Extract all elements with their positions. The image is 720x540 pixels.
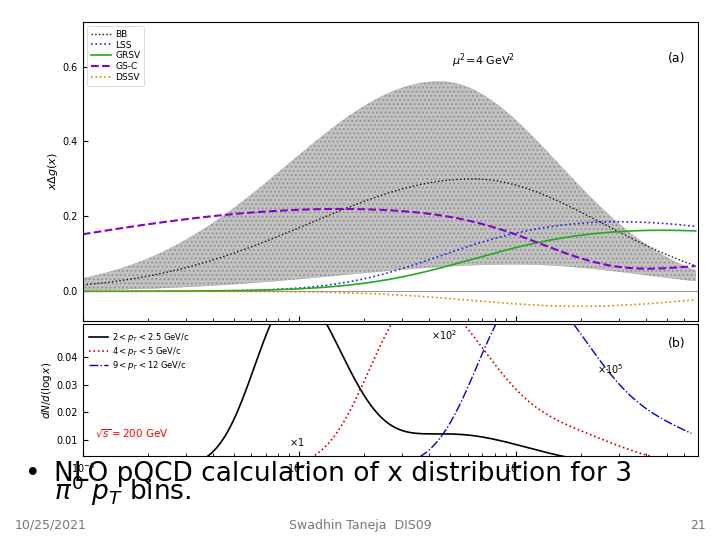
DSSV xyxy=(369,291,378,297)
Text: $\mu^2\!=\!4\ \mathrm{GeV}^2$: $\mu^2\!=\!4\ \mathrm{GeV}^2$ xyxy=(452,51,516,70)
GRSV xyxy=(410,271,419,278)
GS-C xyxy=(78,231,87,238)
$9<p_T<12$ GeV/c xyxy=(441,428,449,434)
GRSV xyxy=(78,288,87,294)
BB xyxy=(410,183,419,189)
$9<p_T<12$ GeV/c xyxy=(408,457,416,464)
$9<p_T<12$ GeV/c xyxy=(367,464,376,470)
Line: GRSV: GRSV xyxy=(83,230,696,291)
Text: (a): (a) xyxy=(667,51,685,65)
$9<p_T<12$ GeV/c xyxy=(579,334,588,340)
$4<p_T<5$ GeV/c xyxy=(78,464,87,470)
BB xyxy=(444,177,452,184)
Text: $\sqrt{s}=200\ \mathrm{GeV}$: $\sqrt{s}=200\ \mathrm{GeV}$ xyxy=(95,428,169,441)
BB xyxy=(373,193,382,200)
$4<p_T<5$ GeV/c xyxy=(442,303,451,309)
$2<p_T<2.5$ GeV/c xyxy=(442,430,451,437)
LSS xyxy=(691,223,700,230)
LSS xyxy=(373,272,382,279)
Line: BB: BB xyxy=(83,179,696,285)
$9<p_T<12$ GeV/c xyxy=(687,430,696,437)
$4<p_T<5$ GeV/c xyxy=(420,293,428,299)
$2<p_T<2.5$ GeV/c xyxy=(78,464,87,470)
$2<p_T<2.5$ GeV/c xyxy=(369,405,377,411)
LSS xyxy=(615,219,624,225)
$9<p_T<12$ GeV/c xyxy=(372,464,380,470)
DSSV xyxy=(691,296,700,303)
Y-axis label: $x\Delta g(x)$: $x\Delta g(x)$ xyxy=(46,152,60,191)
Line: DSSV: DSSV xyxy=(83,292,696,306)
Legend: BB, LSS, GRSV, GS-C, DSSV: BB, LSS, GRSV, GS-C, DSSV xyxy=(87,26,144,85)
GS-C xyxy=(444,213,453,220)
$2<p_T<2.5$ GeV/c xyxy=(674,464,683,470)
GS-C xyxy=(374,206,383,213)
$4<p_T<5$ GeV/c xyxy=(687,461,696,467)
GS-C xyxy=(679,264,688,270)
LSS xyxy=(369,273,378,280)
GS-C xyxy=(691,263,700,269)
BB xyxy=(468,176,477,182)
DSSV xyxy=(582,303,590,309)
$2<p_T<2.5$ GeV/c xyxy=(409,430,418,436)
Text: •: • xyxy=(25,461,41,487)
LSS xyxy=(444,250,452,256)
$4<p_T<5$ GeV/c xyxy=(367,361,376,367)
Text: $\times 10^5$: $\times 10^5$ xyxy=(597,362,624,376)
Line: $4<p_T<5$ GeV/c: $4<p_T<5$ GeV/c xyxy=(83,296,691,467)
$2<p_T<2.5$ GeV/c xyxy=(372,409,381,416)
$9<p_T<12$ GeV/c xyxy=(674,424,683,430)
$4<p_T<5$ GeV/c xyxy=(408,296,416,303)
GRSV xyxy=(444,263,452,269)
DSSV xyxy=(576,303,585,309)
BB xyxy=(691,262,700,269)
GRSV xyxy=(369,279,378,285)
GS-C xyxy=(336,206,344,212)
Line: GS-C: GS-C xyxy=(83,209,696,269)
$2<p_T<2.5$ GeV/c xyxy=(687,464,696,470)
GRSV xyxy=(691,228,700,234)
GRSV xyxy=(658,227,667,233)
LSS xyxy=(678,222,686,228)
GS-C xyxy=(411,209,420,215)
$2<p_T<2.5$ GeV/c xyxy=(579,457,588,463)
Text: $\pi^0$ $p_T$ bins.: $\pi^0$ $p_T$ bins. xyxy=(54,474,192,509)
Line: LSS: LSS xyxy=(83,222,696,291)
Text: Swadhin Taneja  DIS09: Swadhin Taneja DIS09 xyxy=(289,518,431,532)
BB xyxy=(369,194,378,201)
$4<p_T<5$ GeV/c xyxy=(579,428,588,435)
LSS xyxy=(410,261,419,268)
DSSV xyxy=(78,288,87,295)
DSSV xyxy=(444,295,452,302)
Text: $\times 1$: $\times 1$ xyxy=(289,436,305,448)
DSSV xyxy=(373,291,382,297)
GS-C xyxy=(582,256,590,263)
$9<p_T<12$ GeV/c xyxy=(526,285,535,292)
$4<p_T<5$ GeV/c xyxy=(372,353,380,359)
Text: $\times 10^2$: $\times 10^2$ xyxy=(431,328,457,342)
$2<p_T<2.5$ GeV/c xyxy=(293,289,302,295)
LSS xyxy=(78,288,87,294)
$4<p_T<5$ GeV/c xyxy=(674,459,683,465)
Line: $9<p_T<12$ GeV/c: $9<p_T<12$ GeV/c xyxy=(83,288,691,467)
DSSV xyxy=(678,298,686,304)
BB xyxy=(582,212,590,218)
Line: $2<p_T<2.5$ GeV/c: $2<p_T<2.5$ GeV/c xyxy=(83,292,691,467)
Legend: $2<p_T<2.5$ GeV/c, $4<p_T<5$ GeV/c, $9<p_T<12$ GeV/c: $2<p_T<2.5$ GeV/c, $4<p_T<5$ GeV/c, $9<p… xyxy=(87,328,192,375)
GRSV xyxy=(581,232,590,238)
$9<p_T<12$ GeV/c xyxy=(78,464,87,470)
GRSV xyxy=(678,227,686,234)
GS-C xyxy=(644,266,652,272)
BB xyxy=(78,282,87,288)
Text: 21: 21 xyxy=(690,518,706,532)
LSS xyxy=(581,220,590,226)
GRSV xyxy=(373,278,382,285)
Text: (b): (b) xyxy=(667,337,685,350)
Text: NLO pQCD calculation of x distribution for 3: NLO pQCD calculation of x distribution f… xyxy=(54,461,632,487)
DSSV xyxy=(410,293,419,299)
BB xyxy=(678,258,686,264)
Text: 10/25/2021: 10/25/2021 xyxy=(14,518,86,532)
Y-axis label: $dN/d(\log x)$: $dN/d(\log x)$ xyxy=(40,362,54,418)
GS-C xyxy=(371,206,379,213)
